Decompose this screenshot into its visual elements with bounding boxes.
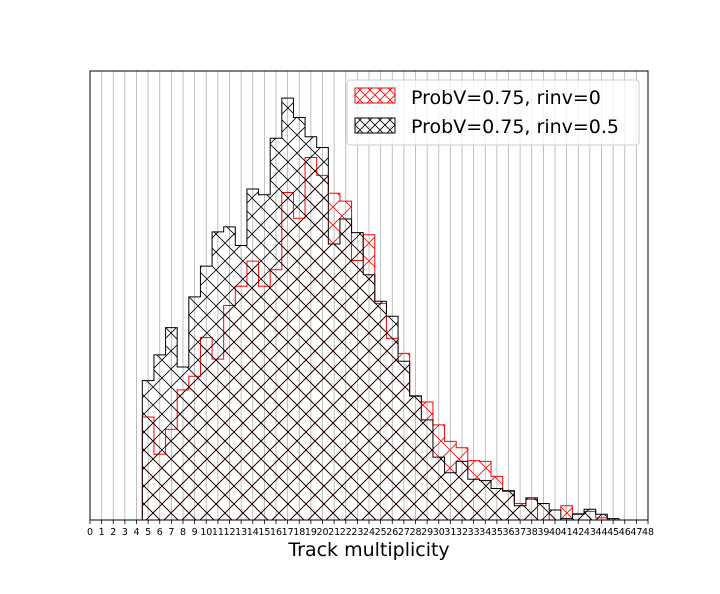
- x-axis-ticks: 0 1 2 3 4 5 6 7 8 9 10 11 12 13 14 15 16 17 18 19 20 21 22 23 24…: [87, 520, 654, 538]
- x-tick-label: 38: [526, 527, 538, 538]
- x-tick-label: 7: [168, 527, 174, 538]
- x-tick-label: 35: [491, 527, 503, 538]
- x-tick-label: 19: [305, 527, 317, 538]
- x-tick-label: 5: [145, 527, 151, 538]
- x-tick-label: 20: [316, 527, 328, 538]
- x-tick-label: 13: [235, 527, 247, 538]
- x-tick-label: 21: [328, 527, 340, 538]
- legend-label-black: ProbV=0.75, rinv=0.5: [411, 116, 619, 138]
- x-tick-label: 43: [584, 527, 596, 538]
- x-tick-label: 1: [99, 527, 105, 538]
- x-tick-label: 24: [363, 527, 375, 538]
- x-tick-label: 11: [212, 527, 224, 538]
- x-tick-label: 25: [375, 527, 387, 538]
- x-tick-label: 2: [110, 527, 116, 538]
- x-tick-label: 31: [444, 527, 456, 538]
- series-layer: [141, 97, 631, 520]
- x-tick-label: 44: [595, 527, 607, 538]
- x-tick-label: 14: [247, 527, 259, 538]
- x-axis-title: Track multiplicity: [287, 539, 449, 561]
- x-tick-label: 36: [502, 527, 514, 538]
- x-tick-label: 27: [398, 527, 410, 538]
- x-tick-label: 45: [607, 527, 619, 538]
- x-tick-label: 32: [456, 527, 468, 538]
- x-tick-label: 33: [468, 527, 480, 538]
- x-tick-label: 39: [537, 527, 549, 538]
- x-tick-label: 46: [619, 527, 631, 538]
- x-tick-label: 6: [157, 527, 163, 538]
- x-tick-label: 22: [340, 527, 352, 538]
- legend[interactable]: ProbV=0.75, rinv=0 ProbV=0.75, rinv=0.5: [346, 79, 640, 146]
- x-tick-label: 15: [258, 527, 270, 538]
- series-black-histogram: [141, 97, 631, 520]
- x-tick-label: 48: [642, 527, 654, 538]
- x-tick-label: 10: [200, 527, 212, 538]
- x-tick-label: 16: [270, 527, 282, 538]
- legend-swatch-black: [354, 117, 396, 134]
- x-tick-label: 8: [180, 527, 186, 538]
- x-tick-label: 37: [514, 527, 526, 538]
- x-tick-label: 18: [293, 527, 305, 538]
- x-tick-label: 29: [421, 527, 433, 538]
- x-tick-label: 23: [351, 527, 363, 538]
- x-tick-label: 9: [192, 527, 198, 538]
- x-tick-label: 4: [133, 527, 139, 538]
- x-tick-label: 47: [630, 527, 642, 538]
- legend-frame: [346, 79, 640, 146]
- x-tick-label: 34: [479, 527, 491, 538]
- legend-swatch-red: [354, 87, 396, 104]
- x-tick-label: 0: [87, 527, 93, 538]
- x-tick-label: 28: [409, 527, 421, 538]
- x-tick-label: 40: [549, 527, 561, 538]
- x-tick-label: 17: [282, 527, 294, 538]
- legend-label-red: ProbV=0.75, rinv=0: [411, 87, 601, 109]
- x-tick-label: 41: [561, 527, 573, 538]
- x-tick-label: 42: [572, 527, 584, 538]
- x-tick-label: 30: [433, 527, 445, 538]
- x-tick-label: 26: [386, 527, 398, 538]
- x-tick-label: 12: [223, 527, 235, 538]
- x-tick-label: 3: [122, 527, 128, 538]
